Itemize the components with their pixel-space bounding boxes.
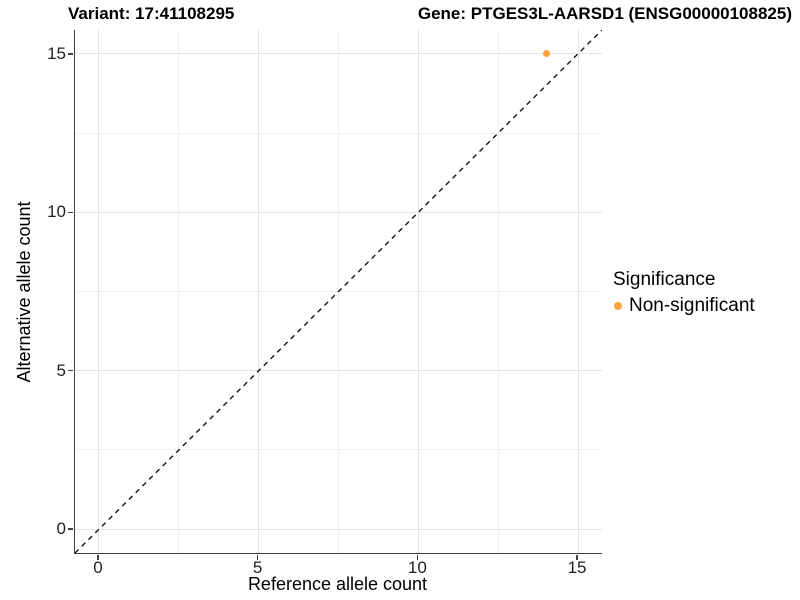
y-major-gridline [75,53,602,55]
scatter-panel [74,30,602,554]
identity-reference-line [75,30,602,553]
x-tick-mark [576,554,578,560]
legend-point-icon [614,301,622,310]
legend-item-label: Non-significant [629,295,755,316]
y-major-gridline [75,211,602,213]
y-major-gridline [75,370,602,372]
x-major-gridline [98,30,100,553]
x-tick-mark [256,554,259,560]
x-tick-mark [97,554,99,560]
y-axis-label: Alternative allele count [14,201,34,383]
x-tick-mark [416,554,419,560]
y-tick-label: 5 [56,360,66,380]
scatter-point [542,50,550,58]
legend: Significance Non-significant [613,268,755,317]
y-tick-label: 10 [47,202,66,222]
y-tick-mark [67,528,73,530]
x-tick-label: 0 [93,558,103,577]
y-tick-label: 15 [47,43,66,63]
y-major-gridline [75,528,602,530]
y-tick-mark [67,53,73,55]
y-minor-gridline [75,449,602,451]
legend-title: Significance [613,269,716,290]
plot-title-variant: Variant: 17:41108295 [68,4,235,23]
x-major-gridline [417,30,419,553]
y-tick-label: 0 [56,519,66,539]
x-major-gridline [577,30,579,553]
x-tick-label: 5 [252,558,263,577]
y-tick-mark [67,369,73,372]
y-minor-gridline [75,132,602,134]
x-axis-label: Reference allele count [247,574,428,594]
plot-title-gene: Gene: PTGES3L-AARSD1 (ENSG00000108825) [417,4,792,23]
legend-item: Non-significant [614,294,755,317]
x-tick-label: 10 [407,558,427,577]
x-major-gridline [258,30,260,553]
y-tick-mark [67,211,73,213]
x-tick-label: 15 [567,558,587,577]
